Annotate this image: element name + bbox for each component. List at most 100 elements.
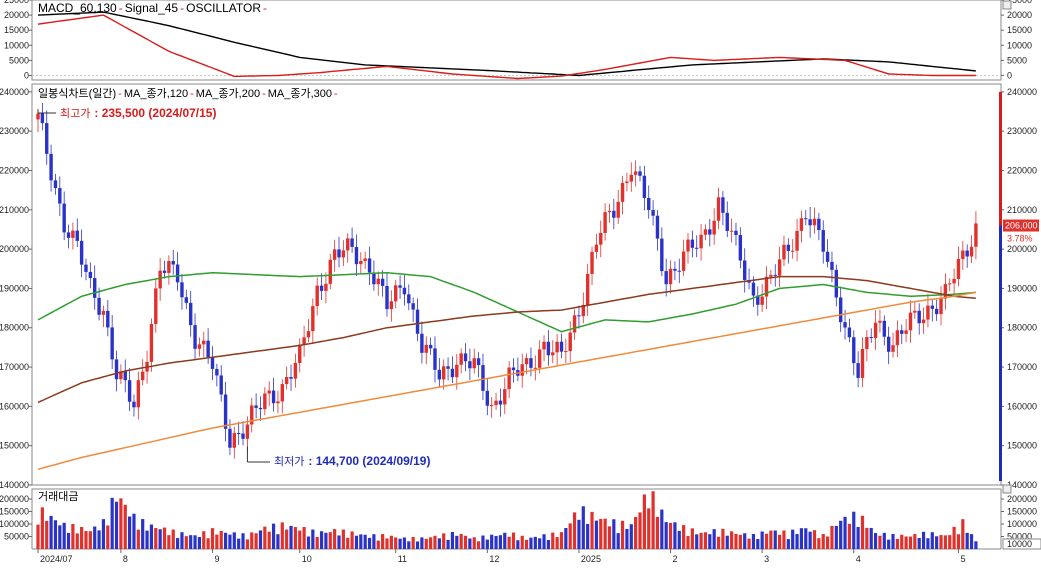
candle-body [795,230,799,251]
volume-bar [542,534,546,549]
candle-body [476,358,481,366]
candle-body [956,258,961,279]
volume-bar [232,532,236,549]
candle-body [934,308,939,315]
volume-bar [123,504,127,549]
price-right-tick-label: 170000 [1007,362,1037,372]
volume-bar [520,535,524,549]
volume-bar [782,530,786,549]
volume-bar [49,515,53,549]
candle-body [594,244,599,252]
candle-body [36,113,40,120]
candle-body [245,424,250,439]
candle-body [939,298,943,315]
candle-body [45,123,49,154]
volume-bar [503,532,507,549]
volume-bar [524,539,529,549]
candle-body [756,295,760,305]
price-left-tick-label: 170000 [0,362,29,372]
volume-bar [411,537,415,549]
volume-bar [350,531,354,549]
macd-left-tick-label: 25000 [4,0,29,5]
candle-body [158,270,162,289]
candle-body [114,359,119,380]
candle-body [808,219,812,226]
candle-body [764,276,769,297]
volume-bar [546,539,550,549]
volume-bar [276,534,280,549]
candle-body [773,274,777,276]
volume-bar [128,516,132,549]
volume-bar [948,535,952,549]
volume-bar [114,501,119,549]
candle-body [149,323,154,362]
volume-bar [511,532,516,549]
candle-body [712,220,716,235]
volume-bar [97,530,101,549]
candle-body [188,302,193,326]
volume-bar [141,519,145,549]
volume-bar [930,532,934,549]
volume-bar [106,525,110,549]
macd-left-tick-label: 15000 [4,25,29,35]
volume-bar [455,535,459,549]
candle-body [507,367,511,390]
ma-line-3 [37,291,977,471]
candle-body [433,348,437,370]
volume-bar [446,539,450,549]
volume-bar [346,537,350,549]
volume-bar [132,513,136,549]
candle-body [812,218,817,226]
candle-body [572,315,577,333]
volume-bar [315,536,319,549]
candle-body [442,366,446,380]
candle-body [743,260,747,281]
volume-bar [254,533,258,549]
candle-body [267,390,271,394]
candle-body [132,401,136,408]
candle-body [568,332,572,352]
volume-bar [586,523,590,549]
volume-bar [40,507,44,549]
candle-body [289,377,293,379]
candle-body [415,309,420,334]
volume-bar [184,536,188,549]
candle-body [398,285,402,288]
candle-body [428,344,433,349]
volume-bar [921,531,926,549]
volume-bar [651,491,655,549]
volume-bar [682,525,686,549]
volume-bar [394,537,398,549]
candle-body [895,330,900,346]
volume-bar [171,529,175,549]
volume-bar [376,540,380,549]
volume-bar [180,532,184,549]
volume-bar [450,531,455,549]
candle-body [708,229,712,235]
volume-bar [215,534,219,549]
candle-body [695,247,699,249]
volume-bar [564,527,568,549]
candle-body [450,368,455,378]
volume-bar [625,528,629,549]
volume-bar [817,538,821,549]
volume-bar [298,530,302,549]
volume-bar [743,533,747,549]
volume-bar [62,522,66,549]
volume-bar [638,512,642,549]
price-right-tick-label: 160000 [1007,401,1037,411]
price-left-tick-label: 180000 [0,323,29,333]
volume-bar [71,524,75,549]
volume-bar [751,534,756,549]
candle-body [782,244,786,260]
volume-bar [385,538,389,549]
volume-bar [381,534,385,549]
candle-body [306,331,311,338]
candle-body [367,258,372,273]
volume-bar [668,522,673,549]
macd-right-tick-label: 0 [1007,70,1012,80]
candle-body [651,210,655,216]
volume-bar [354,535,359,549]
candle-body [760,296,764,305]
volume-bar [415,541,420,549]
